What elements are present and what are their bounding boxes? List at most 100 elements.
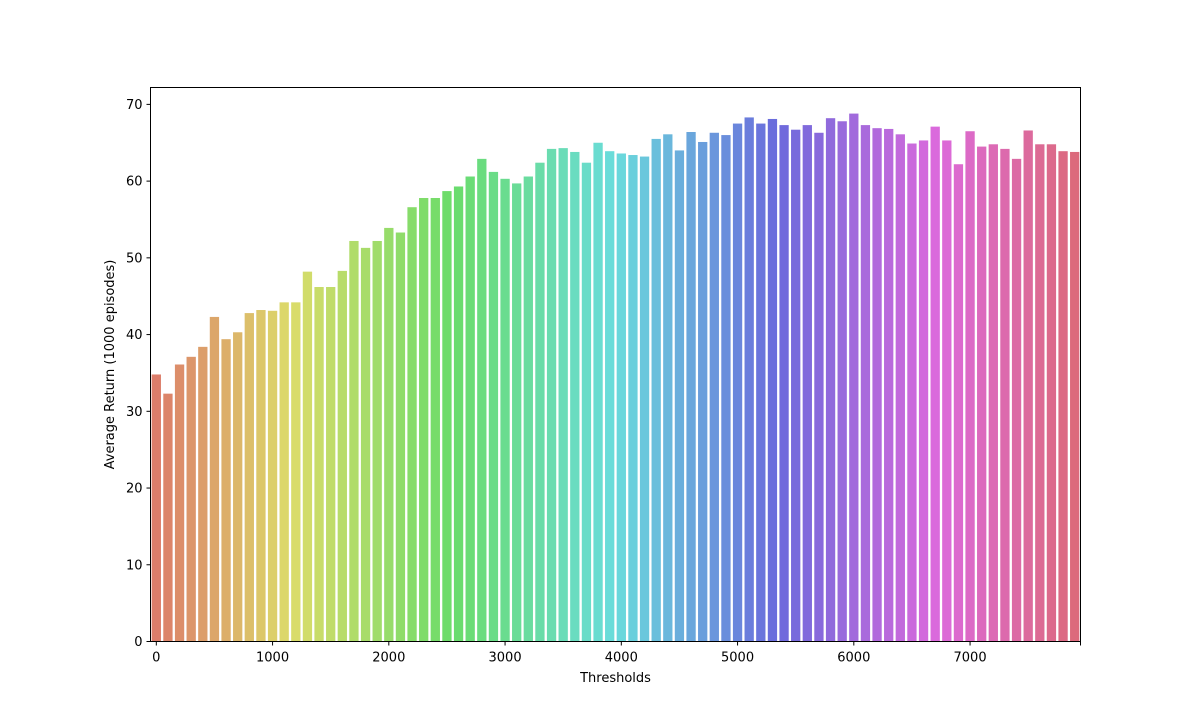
bar-4000	[616, 153, 626, 642]
bar-600	[221, 339, 231, 642]
bar-5000	[732, 123, 743, 642]
bar-3300	[535, 162, 545, 642]
bar-1200	[291, 302, 301, 642]
bar-300	[186, 356, 196, 642]
bar-500	[209, 316, 220, 642]
bar-5400	[779, 125, 789, 642]
bar-4900	[721, 135, 731, 642]
y-tick-label: 40	[126, 328, 143, 343]
bar-2500	[442, 191, 452, 642]
bar-5500	[791, 129, 801, 642]
bar-2700	[465, 176, 475, 642]
bar-3900	[605, 151, 615, 642]
bar-1100	[279, 302, 289, 642]
bar-1300	[302, 271, 313, 642]
bar-200	[174, 364, 185, 642]
x-tick-label: 1000	[256, 651, 289, 666]
bar-6900	[953, 164, 964, 642]
bar-4600	[686, 132, 696, 642]
bar-2300	[419, 197, 429, 642]
bar-7400	[1011, 158, 1022, 642]
bar-6600	[918, 140, 929, 642]
bar-4200	[639, 156, 650, 642]
bar-0	[151, 374, 161, 642]
y-tick-label: 20	[126, 482, 143, 497]
bar-7800	[1058, 151, 1068, 642]
bar-6000	[849, 113, 859, 642]
y-tick-label: 0	[134, 635, 142, 650]
bar-900	[256, 310, 266, 642]
x-tick-label: 0	[152, 651, 160, 666]
bar-1700	[349, 240, 359, 642]
bar-3100	[512, 183, 522, 642]
bar-5300	[767, 118, 778, 642]
x-tick-label: 7000	[954, 651, 987, 666]
x-axis: 0 1000 2000 3000 4000 5000 6000 7000	[152, 641, 1081, 666]
bar-1500	[326, 287, 336, 642]
bar-7600	[1035, 144, 1045, 642]
bar-6200	[872, 128, 882, 642]
bar-4700	[698, 141, 708, 642]
bar-5600	[802, 125, 812, 642]
bars-group	[151, 113, 1080, 642]
bar-3800	[593, 142, 603, 642]
bar-700	[233, 332, 243, 642]
y-tick-label: 30	[126, 405, 143, 420]
bar-3400	[546, 148, 557, 642]
bar-1900	[372, 240, 382, 642]
bar-4300	[651, 138, 661, 642]
bar-5900	[837, 121, 847, 642]
bar-100	[163, 393, 173, 642]
plot-frame	[150, 87, 1081, 642]
bar-400	[198, 346, 208, 642]
bar-5800	[825, 118, 836, 642]
bar-1800	[360, 247, 371, 642]
bar-2600	[453, 186, 464, 642]
bar-7900	[1070, 151, 1080, 642]
bar-5100	[744, 117, 754, 642]
x-tick-label: 6000	[837, 651, 870, 666]
x-tick-label: 5000	[721, 651, 754, 666]
bar-6500	[907, 143, 917, 642]
bar-4100	[628, 155, 638, 642]
bar-3700	[581, 162, 592, 642]
bar-4800	[709, 132, 719, 642]
bar-7500	[1023, 130, 1033, 642]
bar-3600	[570, 151, 580, 642]
bar-3000	[500, 178, 510, 642]
bar-2000	[384, 227, 394, 642]
bar-3200	[523, 176, 533, 642]
bar-7200	[988, 144, 998, 642]
bar-3500	[558, 148, 568, 642]
bar-1600	[337, 270, 347, 642]
x-tick-label: 2000	[372, 651, 405, 666]
bar-6800	[942, 140, 952, 642]
bar-6300	[884, 128, 894, 642]
bar-7000	[965, 131, 975, 642]
bar-6100	[860, 125, 871, 642]
y-axis-title: Average Return (1000 episodes)	[103, 260, 118, 470]
bar-7300	[1000, 148, 1010, 642]
bar-5200	[756, 123, 766, 642]
bar-7100	[977, 146, 987, 642]
bar-5700	[814, 132, 824, 642]
bar-2100	[395, 232, 406, 642]
y-tick-label: 50	[126, 251, 143, 266]
x-tick-label: 4000	[605, 651, 638, 666]
bar-1000	[267, 310, 278, 642]
y-tick-label: 60	[126, 175, 143, 190]
y-tick-label: 70	[126, 98, 143, 113]
bar-2400	[430, 197, 440, 642]
bar-6700	[930, 126, 940, 642]
bar-800	[244, 313, 254, 642]
x-axis-title: Thresholds	[579, 671, 651, 686]
bar-6400	[895, 134, 905, 642]
y-axis: 0 10 20 30 40 50 60 70	[126, 98, 151, 650]
x-tick-label: 3000	[489, 651, 522, 666]
bar-2200	[407, 207, 417, 642]
bar-4400	[663, 134, 673, 642]
bar-4500	[674, 150, 685, 642]
bar-2900	[488, 171, 499, 642]
bar-7700	[1046, 144, 1057, 642]
